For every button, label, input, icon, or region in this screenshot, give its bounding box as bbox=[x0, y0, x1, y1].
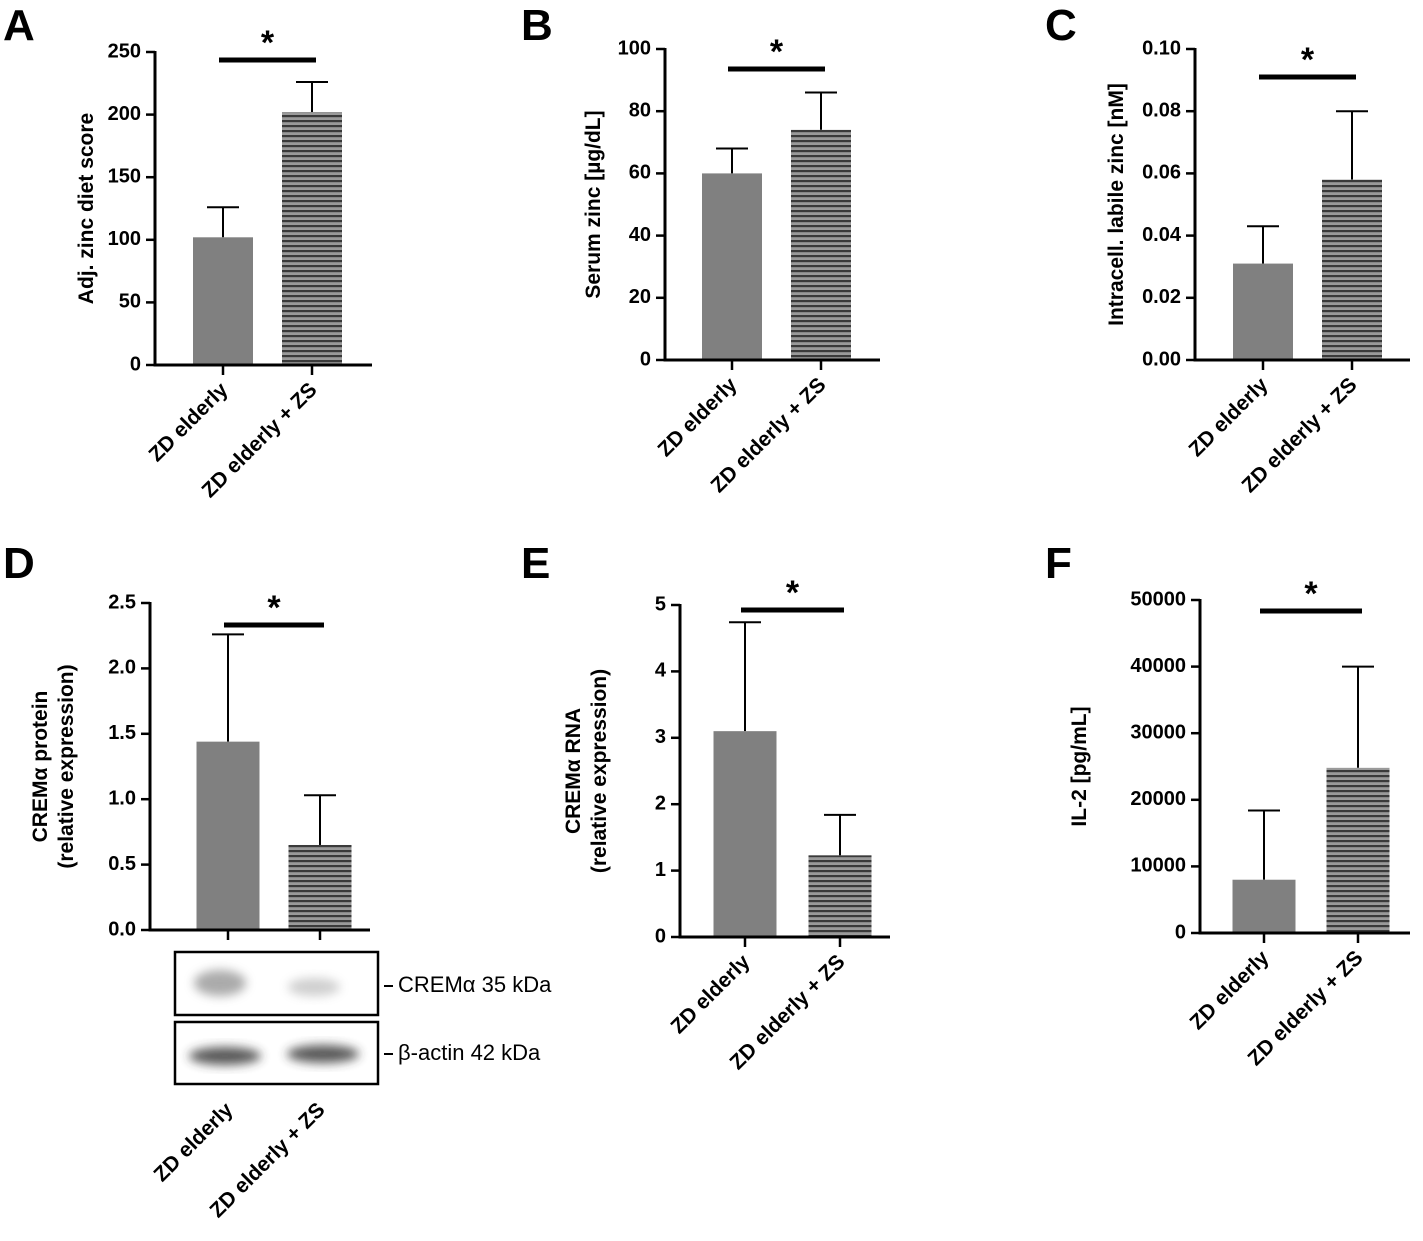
significance-star: * bbox=[261, 24, 275, 62]
y-tick-label: 0 bbox=[1175, 921, 1186, 943]
y-tick-label: 100 bbox=[108, 228, 141, 250]
y-tick-label: 0.06 bbox=[1142, 162, 1181, 184]
y-axis-label: IL-2 [pg/mL] bbox=[1068, 706, 1091, 826]
blot-label: CREMα 35 kDa bbox=[398, 972, 552, 997]
significance-star: * bbox=[267, 589, 281, 627]
panel-letter: F bbox=[1045, 539, 1072, 588]
bar bbox=[1232, 879, 1296, 933]
y-tick-label: 0 bbox=[130, 353, 141, 375]
y-tick-label: 3 bbox=[655, 726, 666, 748]
y-tick-label: 1 bbox=[655, 859, 666, 881]
x-tick-label: ZD elderly bbox=[1184, 373, 1272, 461]
y-tick-label: 30000 bbox=[1130, 721, 1186, 743]
y-tick-label: 4 bbox=[655, 660, 667, 682]
y-tick-label: 2.5 bbox=[108, 591, 136, 613]
panel-letter: C bbox=[1045, 1, 1077, 50]
significance-star: * bbox=[1301, 41, 1315, 79]
y-tick-label: 20 bbox=[629, 286, 651, 308]
bar bbox=[193, 237, 253, 365]
bar bbox=[791, 129, 851, 360]
y-axis-label: (relative expression) bbox=[55, 664, 78, 868]
bar bbox=[702, 173, 762, 360]
y-tick-label: 2.0 bbox=[108, 657, 136, 679]
bar bbox=[196, 741, 260, 930]
y-tick-label: 1.5 bbox=[108, 722, 136, 744]
y-tick-label: 0.10 bbox=[1142, 37, 1181, 59]
y-tick-label: 0.04 bbox=[1142, 224, 1182, 246]
y-tick-label: 5 bbox=[655, 593, 666, 615]
x-tick-label: ZD elderly bbox=[1185, 946, 1273, 1034]
y-tick-label: 2 bbox=[655, 792, 666, 814]
y-tick-label: 20000 bbox=[1130, 788, 1186, 810]
bar bbox=[713, 731, 777, 937]
bar bbox=[288, 844, 352, 930]
y-axis-label: Serum zinc [µg/dL] bbox=[582, 110, 605, 298]
y-axis-label: CREMα RNA bbox=[562, 708, 585, 834]
x-tick-label: ZD elderly bbox=[653, 373, 741, 461]
y-axis-label: Intracell. labile zinc [nM] bbox=[1105, 83, 1128, 326]
x-tick-label: ZD elderly bbox=[144, 378, 232, 466]
y-axis-label: Adj. zinc diet score bbox=[75, 113, 98, 304]
y-tick-label: 0.02 bbox=[1142, 286, 1181, 308]
significance-star: * bbox=[786, 574, 800, 612]
panel-letter: E bbox=[521, 539, 550, 588]
bar bbox=[282, 112, 342, 365]
y-tick-label: 0 bbox=[640, 348, 651, 370]
y-tick-label: 80 bbox=[629, 99, 651, 121]
significance-star: * bbox=[1304, 575, 1318, 613]
blot-label: β-actin 42 kDa bbox=[398, 1040, 541, 1065]
y-tick-label: 40 bbox=[629, 224, 651, 246]
y-tick-label: 250 bbox=[108, 40, 141, 62]
y-tick-label: 1.0 bbox=[108, 787, 136, 809]
y-axis-label: (relative expression) bbox=[588, 669, 611, 873]
panel-letter: A bbox=[3, 1, 35, 50]
y-tick-label: 0.08 bbox=[1142, 99, 1181, 121]
bar bbox=[1233, 263, 1293, 360]
bar bbox=[808, 855, 872, 937]
y-tick-label: 200 bbox=[108, 103, 141, 125]
bar bbox=[1326, 767, 1390, 933]
significance-star: * bbox=[770, 33, 784, 71]
x-tick-label: ZD elderly bbox=[149, 1098, 237, 1186]
y-tick-label: 50 bbox=[119, 291, 141, 313]
y-tick-label: 0.0 bbox=[108, 918, 136, 940]
y-tick-label: 100 bbox=[618, 37, 651, 59]
x-tick-label: ZD elderly bbox=[666, 950, 754, 1038]
y-axis-label: CREMα protein bbox=[29, 691, 52, 843]
panel-letter: B bbox=[521, 1, 553, 50]
y-tick-label: 0.5 bbox=[108, 853, 136, 875]
y-tick-label: 0 bbox=[655, 925, 666, 947]
panel-letter: D bbox=[3, 539, 35, 588]
y-tick-label: 60 bbox=[629, 162, 651, 184]
y-tick-label: 10000 bbox=[1130, 855, 1186, 877]
western-blot: CREMα 35 kDa β-actin 42 kDa bbox=[173, 950, 552, 1086]
y-tick-label: 40000 bbox=[1130, 655, 1186, 677]
y-tick-label: 150 bbox=[108, 165, 141, 187]
bar bbox=[1322, 179, 1382, 360]
y-tick-label: 50000 bbox=[1130, 588, 1186, 610]
y-tick-label: 0.00 bbox=[1142, 348, 1181, 370]
